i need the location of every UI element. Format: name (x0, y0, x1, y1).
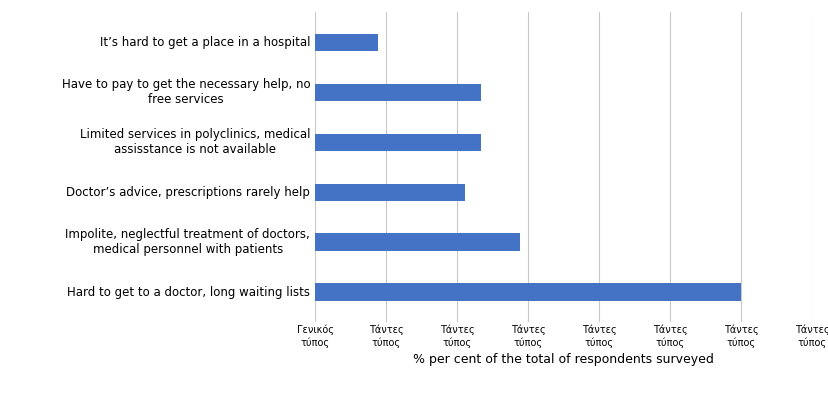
Bar (315, 83, 480, 101)
Bar (315, 133, 480, 151)
Bar (315, 33, 378, 51)
X-axis label: % per cent of the total of respondents surveyed: % per cent of the total of respondents s… (413, 353, 713, 366)
Bar (315, 183, 465, 201)
Bar (315, 233, 520, 251)
Bar (315, 283, 740, 301)
